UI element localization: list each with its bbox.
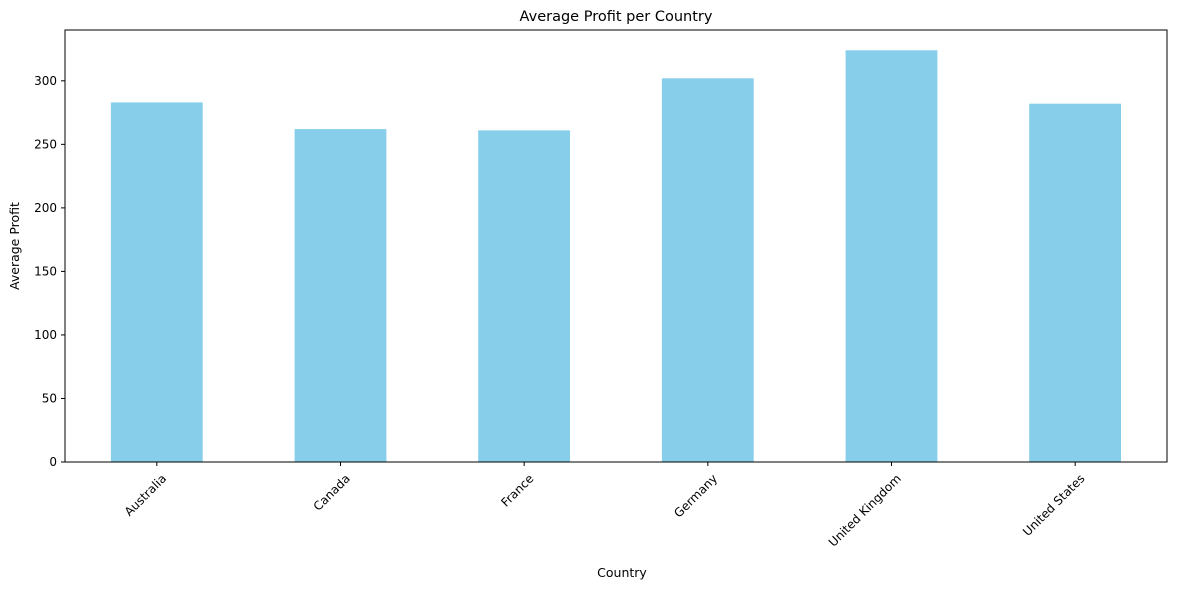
bar-canada	[294, 129, 387, 462]
x-tick-label: Germany	[671, 471, 720, 520]
y-tick-label: 0	[49, 455, 57, 469]
bars-group	[110, 50, 1121, 463]
y-tick-label: 250	[34, 137, 57, 151]
x-tick-label: Australia	[122, 471, 169, 518]
bar-united-states	[1029, 103, 1121, 462]
y-tick-label: 50	[42, 391, 57, 405]
y-tick-label: 150	[34, 264, 57, 278]
y-tick-label: 100	[34, 328, 57, 342]
y-axis-label: Average Profit	[7, 202, 22, 290]
plot-frame	[64, 29, 1168, 463]
y-axis-ticks: 0 50 100 150 200 250 300	[34, 74, 65, 469]
bar-australia	[110, 102, 203, 463]
x-axis-label: Country	[597, 565, 647, 580]
x-tick-label: France	[498, 471, 536, 509]
x-tick-label: United Kingdom	[826, 471, 904, 549]
bar-germany	[661, 78, 754, 463]
bar-france	[478, 130, 570, 462]
x-tick-label: Canada	[311, 471, 353, 513]
x-axis-ticks: Australia Canada France Germany United Kingd…	[122, 462, 1088, 549]
bar-united-kingdom	[845, 50, 938, 463]
y-tick-label: 200	[34, 201, 57, 215]
x-tick-label: United States	[1020, 471, 1087, 538]
y-tick-label: 300	[34, 74, 57, 88]
chart-title: Average Profit per Country	[520, 9, 713, 25]
